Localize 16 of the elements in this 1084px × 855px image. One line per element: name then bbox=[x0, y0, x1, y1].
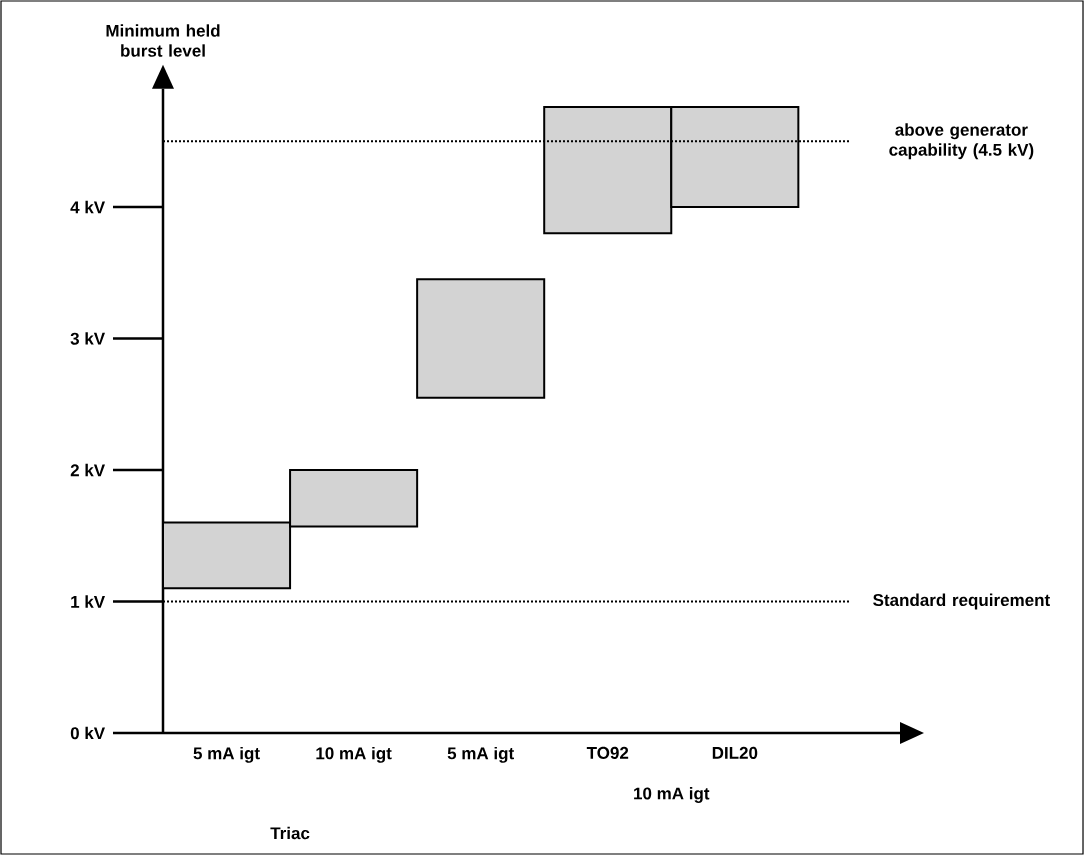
y-tick-label: 1 kV bbox=[71, 595, 105, 608]
y-tick-label: 0 kV bbox=[70, 726, 105, 740]
ref-line-label: Standard requirement bbox=[873, 593, 1050, 610]
x-tick-label: DIL20 bbox=[712, 746, 758, 759]
x-tick-label: 5 mA igt bbox=[193, 746, 260, 763]
x-tick-label: 5 mA igt bbox=[447, 746, 514, 763]
text: 10 mA igt bbox=[634, 787, 710, 803]
x-tick-label: 10 mA igt bbox=[316, 746, 392, 763]
x-tick-label: TO92 bbox=[586, 746, 629, 759]
y-tick-label: 4 kV bbox=[70, 200, 105, 214]
ref-line-label: above generator capability (4.5 kV) bbox=[889, 123, 1034, 160]
text: Triac bbox=[270, 826, 310, 840]
bar bbox=[416, 278, 546, 399]
y-axis-title: Minimum held burst level bbox=[106, 24, 220, 57]
y-tick-label: 2 kV bbox=[70, 463, 105, 477]
y-tick-label: 3 kV bbox=[70, 332, 105, 345]
